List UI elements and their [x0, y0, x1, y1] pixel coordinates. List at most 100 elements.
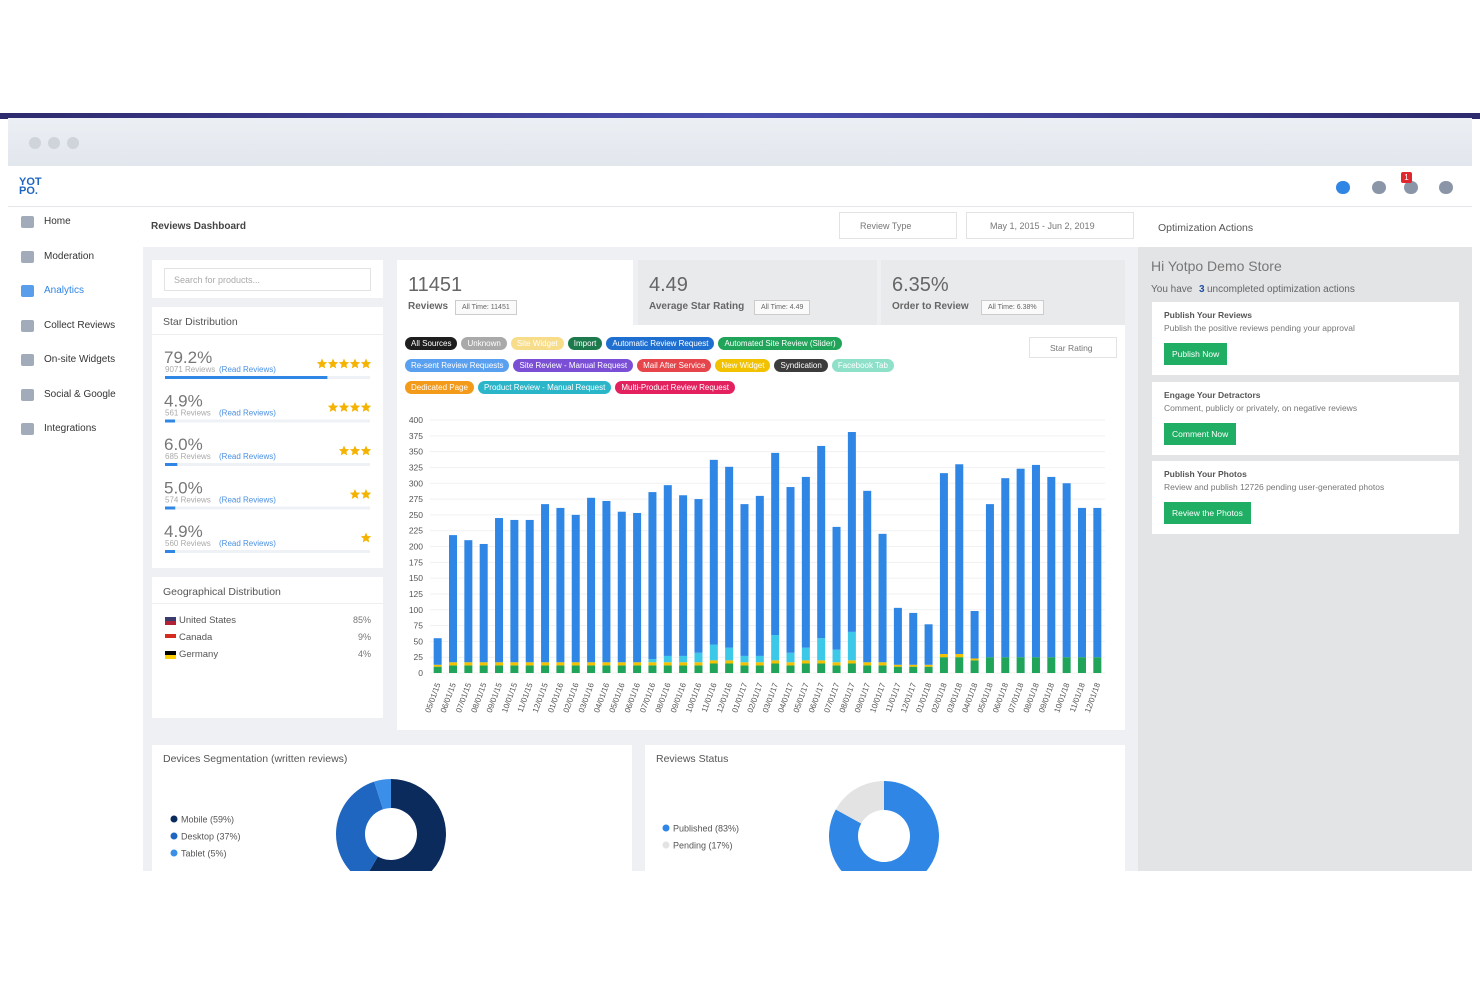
- star: [360, 445, 372, 456]
- y-tick-label: 375: [409, 431, 423, 441]
- bar-segment: [694, 665, 703, 673]
- bar-segment: [1031, 657, 1040, 673]
- star: [360, 532, 372, 543]
- bar-segment: [525, 662, 534, 666]
- star-rating-select[interactable]: Star Rating: [1029, 337, 1117, 358]
- date-range-select[interactable]: May 1, 2015 - Jun 2, 2019: [966, 212, 1134, 239]
- track: [165, 463, 370, 466]
- all-time-chip: All Time: 6.38%: [981, 300, 1044, 315]
- bar-segment: [617, 662, 626, 666]
- bar-segment: [1062, 483, 1071, 658]
- bar-segment: [694, 662, 703, 666]
- action-title: Engage Your Detractors: [1164, 389, 1261, 400]
- card-title: Reviews Status: [656, 753, 729, 765]
- header-icon[interactable]: [1439, 181, 1453, 194]
- bar-segment: [663, 662, 672, 666]
- summary: uncompleted optimization actions: [1207, 284, 1355, 295]
- bar-segment: [602, 665, 611, 673]
- source-chip[interactable]: Site Widget: [510, 337, 564, 350]
- bar-segment: [633, 662, 642, 666]
- source-chip[interactable]: New Widget: [715, 359, 771, 372]
- card-title: Geographical Distribution: [163, 586, 281, 598]
- bar-segment: [755, 662, 764, 666]
- percent: 4.9%: [164, 522, 203, 541]
- divider: [152, 603, 383, 604]
- source-chip[interactable]: All Sources: [405, 337, 458, 350]
- percent: 6.0%: [164, 435, 203, 454]
- logo-line: PO.: [19, 185, 38, 197]
- bar-segment: [617, 511, 626, 663]
- nav-item[interactable]: Social & Google: [44, 388, 116, 400]
- read-reviews-link: (Read Reviews): [219, 496, 276, 505]
- review-type-select[interactable]: Review Type: [839, 212, 957, 239]
- nav-item[interactable]: Moderation: [44, 250, 95, 262]
- stat-label: Average Star Rating: [649, 301, 745, 312]
- source-chip[interactable]: Syndication: [774, 359, 828, 372]
- source-chip[interactable]: Import: [567, 337, 603, 350]
- bar-segment: [709, 459, 718, 645]
- track: [165, 550, 370, 553]
- bar-segment: [525, 665, 534, 673]
- source-chip[interactable]: Mail After Service: [637, 359, 712, 372]
- review-count: 561 Reviews: [165, 409, 211, 418]
- bar-segment: [771, 663, 780, 673]
- source-chip[interactable]: Automatic Review Request: [606, 337, 715, 350]
- y-tick-label: 275: [409, 494, 423, 504]
- star: [349, 358, 361, 369]
- bar-segment: [786, 662, 795, 666]
- nav-item[interactable]: Home: [44, 216, 71, 227]
- share-bar: [165, 550, 176, 553]
- header-icon[interactable]: [1404, 181, 1418, 194]
- header-icon[interactable]: [1372, 181, 1386, 194]
- source-chip[interactable]: Product Review - Manual Request: [477, 381, 612, 394]
- bar-segment: [679, 655, 688, 663]
- source-chip[interactable]: Multi-Product Review Request: [615, 381, 735, 394]
- bar-segment: [449, 662, 458, 666]
- bar-segment: [433, 666, 442, 673]
- source-chip[interactable]: Unknown: [461, 337, 507, 350]
- source-chip[interactable]: Facebook Tab: [831, 359, 894, 372]
- donut-slice: [369, 779, 446, 871]
- app-header: [8, 166, 1472, 207]
- bar-segment: [847, 631, 856, 661]
- bar-segment: [755, 665, 764, 673]
- nav-item[interactable]: Analytics: [44, 285, 85, 296]
- nav-item[interactable]: Integrations: [44, 423, 97, 434]
- source-chip[interactable]: Site Review - Manual Request: [513, 359, 634, 372]
- nav-item[interactable]: Collect Reviews: [44, 319, 116, 331]
- source-chip[interactable]: Re-sent Review Requests: [405, 359, 510, 372]
- action-button[interactable]: Comment Now: [1164, 422, 1237, 445]
- bar-segment: [587, 497, 596, 663]
- bar-segment: [893, 664, 902, 667]
- search-input[interactable]: Search for products...: [164, 268, 371, 291]
- bar-segment: [878, 533, 887, 663]
- header-icon[interactable]: [1336, 181, 1350, 194]
- bar-segment: [1016, 468, 1025, 658]
- nav-item[interactable]: On-site Widgets: [44, 354, 116, 365]
- action-button[interactable]: Publish Now: [1164, 343, 1228, 365]
- star: [327, 402, 339, 412]
- legend-dot: [662, 824, 670, 832]
- country: United States: [179, 615, 237, 626]
- bar-segment: [602, 500, 611, 663]
- bar-segment: [1077, 657, 1086, 673]
- y-tick-label: 125: [409, 589, 423, 599]
- donut-slice: [374, 779, 391, 810]
- bar-segment: [495, 518, 504, 663]
- bar-segment: [1031, 464, 1040, 658]
- bar-segment: [709, 660, 718, 664]
- action-button[interactable]: Review the Photos: [1164, 502, 1251, 524]
- bar-segment: [771, 452, 780, 636]
- source-chip[interactable]: Dedicated Page: [405, 381, 474, 394]
- source-chip[interactable]: Automated Site Review (Slider): [718, 337, 842, 350]
- track: [165, 506, 370, 510]
- bar-segment: [602, 662, 611, 666]
- bar-segment: [556, 662, 565, 666]
- bar-segment: [939, 473, 948, 655]
- legend-dot: [170, 849, 178, 857]
- review-count: 9071 Reviews: [165, 365, 215, 374]
- bar-segment: [648, 662, 657, 666]
- legend-label: Pending (17%): [673, 841, 733, 851]
- y-tick-label: 50: [414, 636, 424, 646]
- stat-value: 6.35%: [892, 274, 949, 296]
